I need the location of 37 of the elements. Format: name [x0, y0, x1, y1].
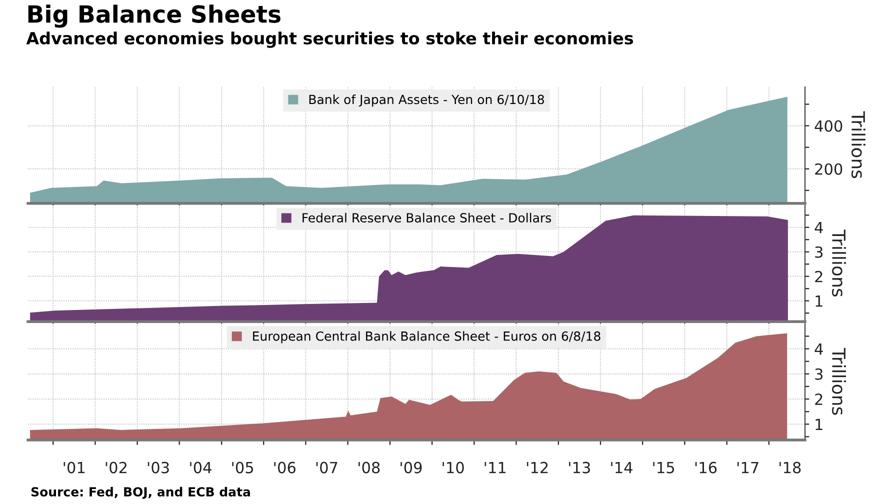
chart-title: Big Balance Sheets: [28, 4, 280, 28]
legend-label: Bank of Japan Assets - Yen on 6/10/18: [309, 94, 544, 107]
legend-label: European Central Bank Balance Sheet - Euros on 6/8/18: [253, 331, 600, 344]
x-tick-label: '01: [64, 462, 85, 474]
y-tick-label: 4: [814, 343, 823, 355]
y-tick-label: 400: [814, 120, 842, 132]
x-tick-label: '07: [316, 462, 338, 474]
y-tick-label: 2: [815, 394, 822, 405]
y-tick-label: 2: [815, 270, 822, 282]
y-tick-label: 3: [815, 246, 823, 258]
x-tick-label: '18: [780, 462, 801, 474]
legend-label: Federal Reserve Balance Sheet - Dollars: [302, 212, 552, 223]
x-tick-label: '02: [106, 462, 126, 474]
y-axis-title: Trillions: [851, 111, 866, 178]
x-tick-label: '03: [148, 462, 169, 474]
x-tick-label: '11: [484, 462, 506, 474]
x-tick-label: '10: [442, 462, 464, 474]
x-tick-label: '14: [611, 462, 632, 474]
x-tick-label: '12: [526, 462, 548, 474]
x-tick-label: '04: [190, 462, 212, 474]
y-tick-label: 3: [815, 368, 823, 380]
x-tick-label: '06: [274, 462, 296, 474]
y-axis-title: Trillions: [832, 348, 846, 415]
y-tick-label: 200: [815, 163, 842, 175]
source-note: Source: Fed, BOJ, and ECB data: [31, 486, 250, 499]
y-axis-title: Trillions: [832, 230, 846, 296]
x-tick-label: '05: [232, 462, 254, 474]
x-tick-label: '08: [358, 462, 380, 474]
x-tick-label: '17: [737, 462, 758, 474]
x-tick-label: '15: [653, 462, 674, 474]
x-tick-label: '13: [569, 462, 590, 474]
chart-subtitle: Advanced economies bought securities to stoke their economies: [26, 32, 634, 48]
y-tick-label: 1: [816, 418, 822, 430]
y-tick-label: 1: [816, 296, 822, 307]
y-tick-label: 4: [814, 222, 823, 234]
x-tick-label: '09: [400, 462, 422, 474]
x-tick-label: '16: [695, 462, 717, 474]
